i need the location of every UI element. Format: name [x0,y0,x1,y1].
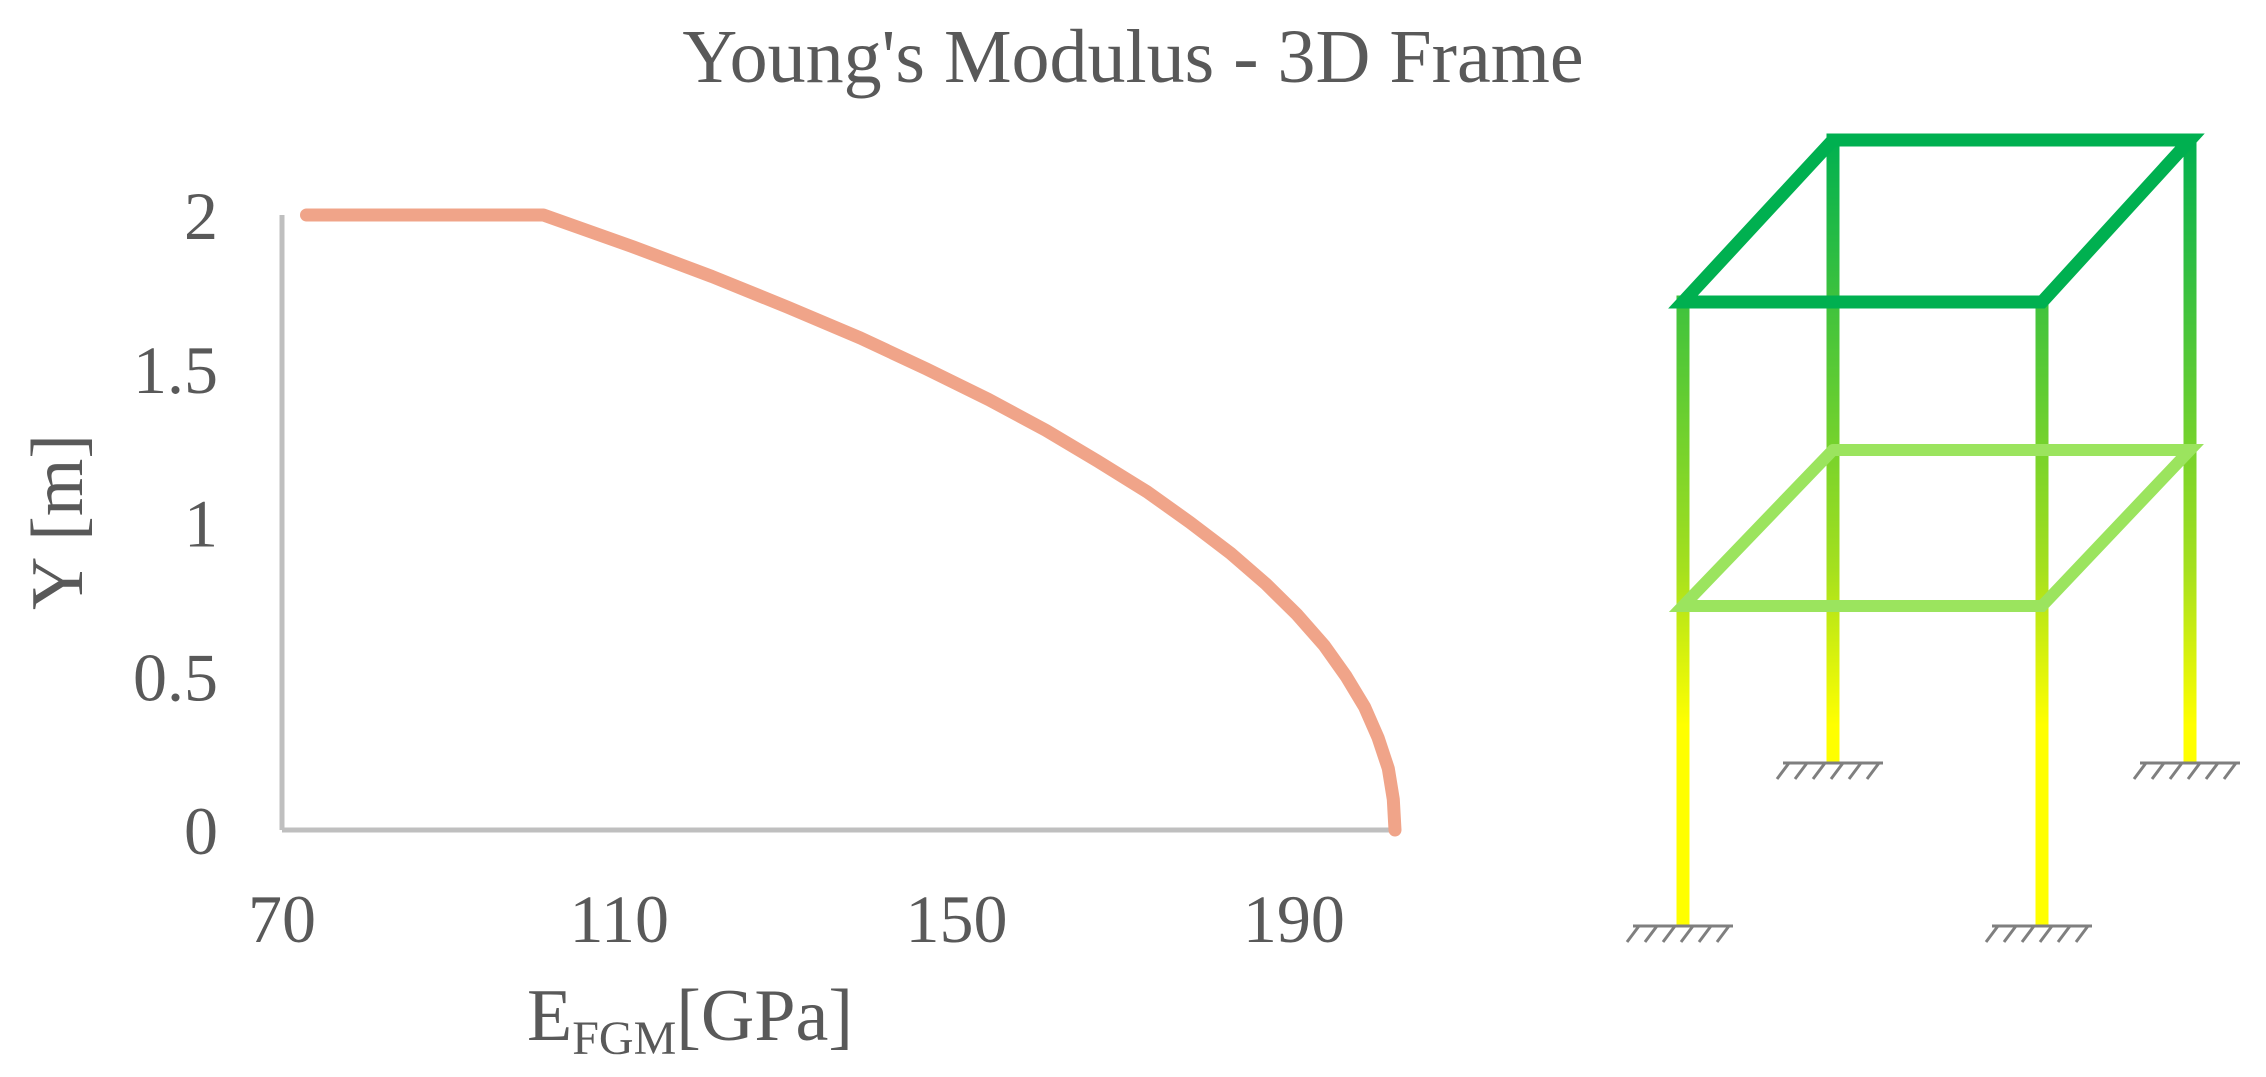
plot-area: 0 0.5 1 1.5 2 70 110 150 190 [133,178,1402,957]
support-hatch [1847,762,1863,780]
support-hatch [1811,762,1827,780]
support-hatch [2204,762,2220,780]
chart-title: Young's Modulus - 3D Frame [682,15,1583,99]
support-hatch [2002,925,2018,943]
x-axis-label-unit: [GPa] [676,975,853,1057]
x-tick-label: 190 [1243,881,1345,957]
x-axis-label: EFGM[GPa] [527,975,853,1065]
support-hatch [2056,925,2072,943]
support-hatch [1625,925,1641,943]
support-hatch [1775,762,1791,780]
frame-mid-floor-beams [1668,444,2204,612]
frame-supports [1625,761,2240,943]
support-hatch [1829,762,1845,780]
support-hatch [2074,925,2090,943]
support-hatch [2222,762,2238,780]
support-hatch [2020,925,2036,943]
y-tick-label: 1 [184,486,218,562]
y-tick-labels: 0 0.5 1 1.5 2 [133,178,218,869]
support-hatch [1715,925,1731,943]
support-hatch [2132,762,2148,780]
support-hatch [2168,762,2184,780]
frame-roof-beams [1668,133,2205,309]
support-hatch [1661,925,1677,943]
support-hatch [1793,762,1809,780]
y-axis-label: Y [m] [17,434,99,610]
y-tick-label: 0.5 [133,639,218,715]
support-hatch [1643,925,1659,943]
x-axis-label-subscript: FGM [572,1012,676,1065]
y-tick-label: 2 [184,178,218,254]
support-hatch [2186,762,2202,780]
y-tick-label: 0 [184,793,218,869]
x-tick-label: 150 [906,881,1008,957]
support-hatch [2038,925,2054,943]
y-tick-label: 1.5 [133,332,218,408]
x-tick-label: 110 [570,881,669,957]
support-hatch [1697,925,1713,943]
support-hatch [2150,762,2166,780]
support-hatch [1984,925,2000,943]
x-axis-label-main: E [527,975,572,1057]
support-hatch [1865,762,1881,780]
support-hatch [1679,925,1695,943]
frame-3d-illustration [1625,133,2240,943]
x-tick-label: 70 [248,881,316,957]
series-line-young-modulus [300,208,1402,837]
x-tick-labels: 70 110 150 190 [248,881,1345,957]
